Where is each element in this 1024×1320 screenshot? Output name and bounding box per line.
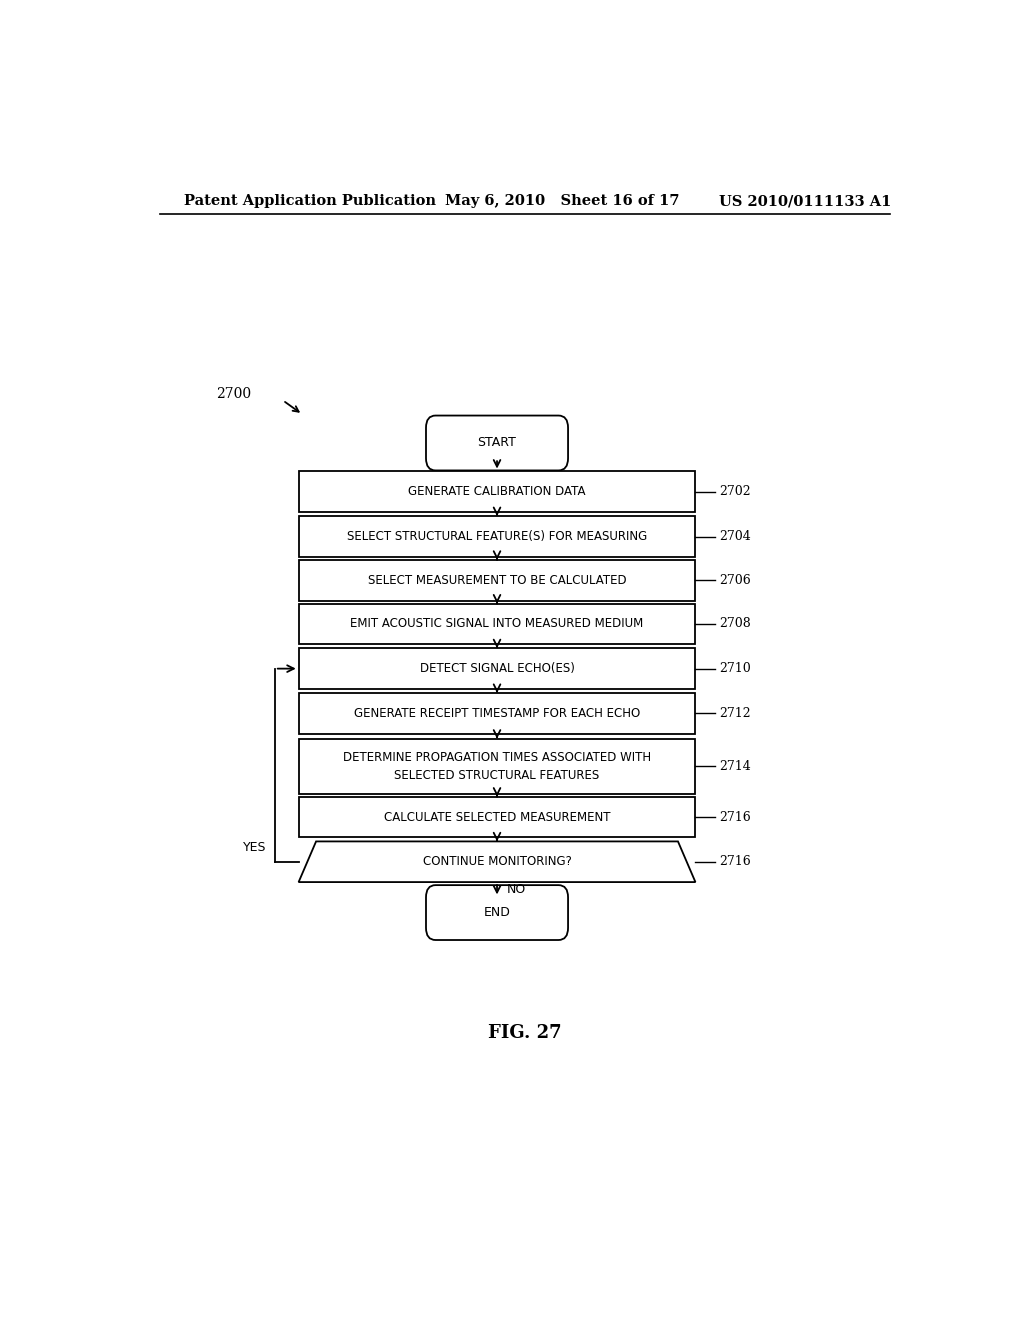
FancyBboxPatch shape <box>426 886 568 940</box>
Text: 2716: 2716 <box>719 855 751 869</box>
Bar <box>299 648 695 689</box>
Text: GENERATE RECEIPT TIMESTAMP FOR EACH ECHO: GENERATE RECEIPT TIMESTAMP FOR EACH ECHO <box>354 706 640 719</box>
Text: DETECT SIGNAL ECHO(ES): DETECT SIGNAL ECHO(ES) <box>420 663 574 675</box>
Text: YES: YES <box>244 841 267 854</box>
Text: 2708: 2708 <box>719 618 751 631</box>
Text: 2710: 2710 <box>719 663 751 675</box>
Text: SELECT MEASUREMENT TO BE CALCULATED: SELECT MEASUREMENT TO BE CALCULATED <box>368 574 627 586</box>
Text: GENERATE CALIBRATION DATA: GENERATE CALIBRATION DATA <box>409 486 586 498</box>
Text: FIG. 27: FIG. 27 <box>488 1023 561 1041</box>
Text: END: END <box>483 906 510 919</box>
Polygon shape <box>299 841 695 882</box>
Text: 2700: 2700 <box>216 387 251 401</box>
Text: START: START <box>477 437 516 450</box>
Bar <box>299 739 695 793</box>
FancyBboxPatch shape <box>426 416 568 470</box>
Bar <box>299 603 695 644</box>
Text: US 2010/0111133 A1: US 2010/0111133 A1 <box>719 194 892 209</box>
Text: 2706: 2706 <box>719 574 751 586</box>
Text: 2704: 2704 <box>719 531 751 543</box>
Text: Patent Application Publication: Patent Application Publication <box>183 194 435 209</box>
Text: SELECT STRUCTURAL FEATURE(S) FOR MEASURING: SELECT STRUCTURAL FEATURE(S) FOR MEASURI… <box>347 531 647 543</box>
Text: DETERMINE PROPAGATION TIMES ASSOCIATED WITH
SELECTED STRUCTURAL FEATURES: DETERMINE PROPAGATION TIMES ASSOCIATED W… <box>343 751 651 781</box>
Bar <box>299 471 695 512</box>
Bar <box>299 560 695 601</box>
Text: 2714: 2714 <box>719 760 751 772</box>
Text: CONTINUE MONITORING?: CONTINUE MONITORING? <box>423 855 571 869</box>
Text: 2702: 2702 <box>719 486 751 498</box>
Bar <box>299 797 695 837</box>
Text: EMIT ACOUSTIC SIGNAL INTO MEASURED MEDIUM: EMIT ACOUSTIC SIGNAL INTO MEASURED MEDIU… <box>350 618 644 631</box>
Text: 2716: 2716 <box>719 810 751 824</box>
Text: 2712: 2712 <box>719 706 751 719</box>
Text: NO: NO <box>507 883 525 896</box>
Bar <box>299 516 695 557</box>
Text: CALCULATE SELECTED MEASUREMENT: CALCULATE SELECTED MEASUREMENT <box>384 810 610 824</box>
Bar <box>299 693 695 734</box>
Text: May 6, 2010   Sheet 16 of 17: May 6, 2010 Sheet 16 of 17 <box>445 194 680 209</box>
